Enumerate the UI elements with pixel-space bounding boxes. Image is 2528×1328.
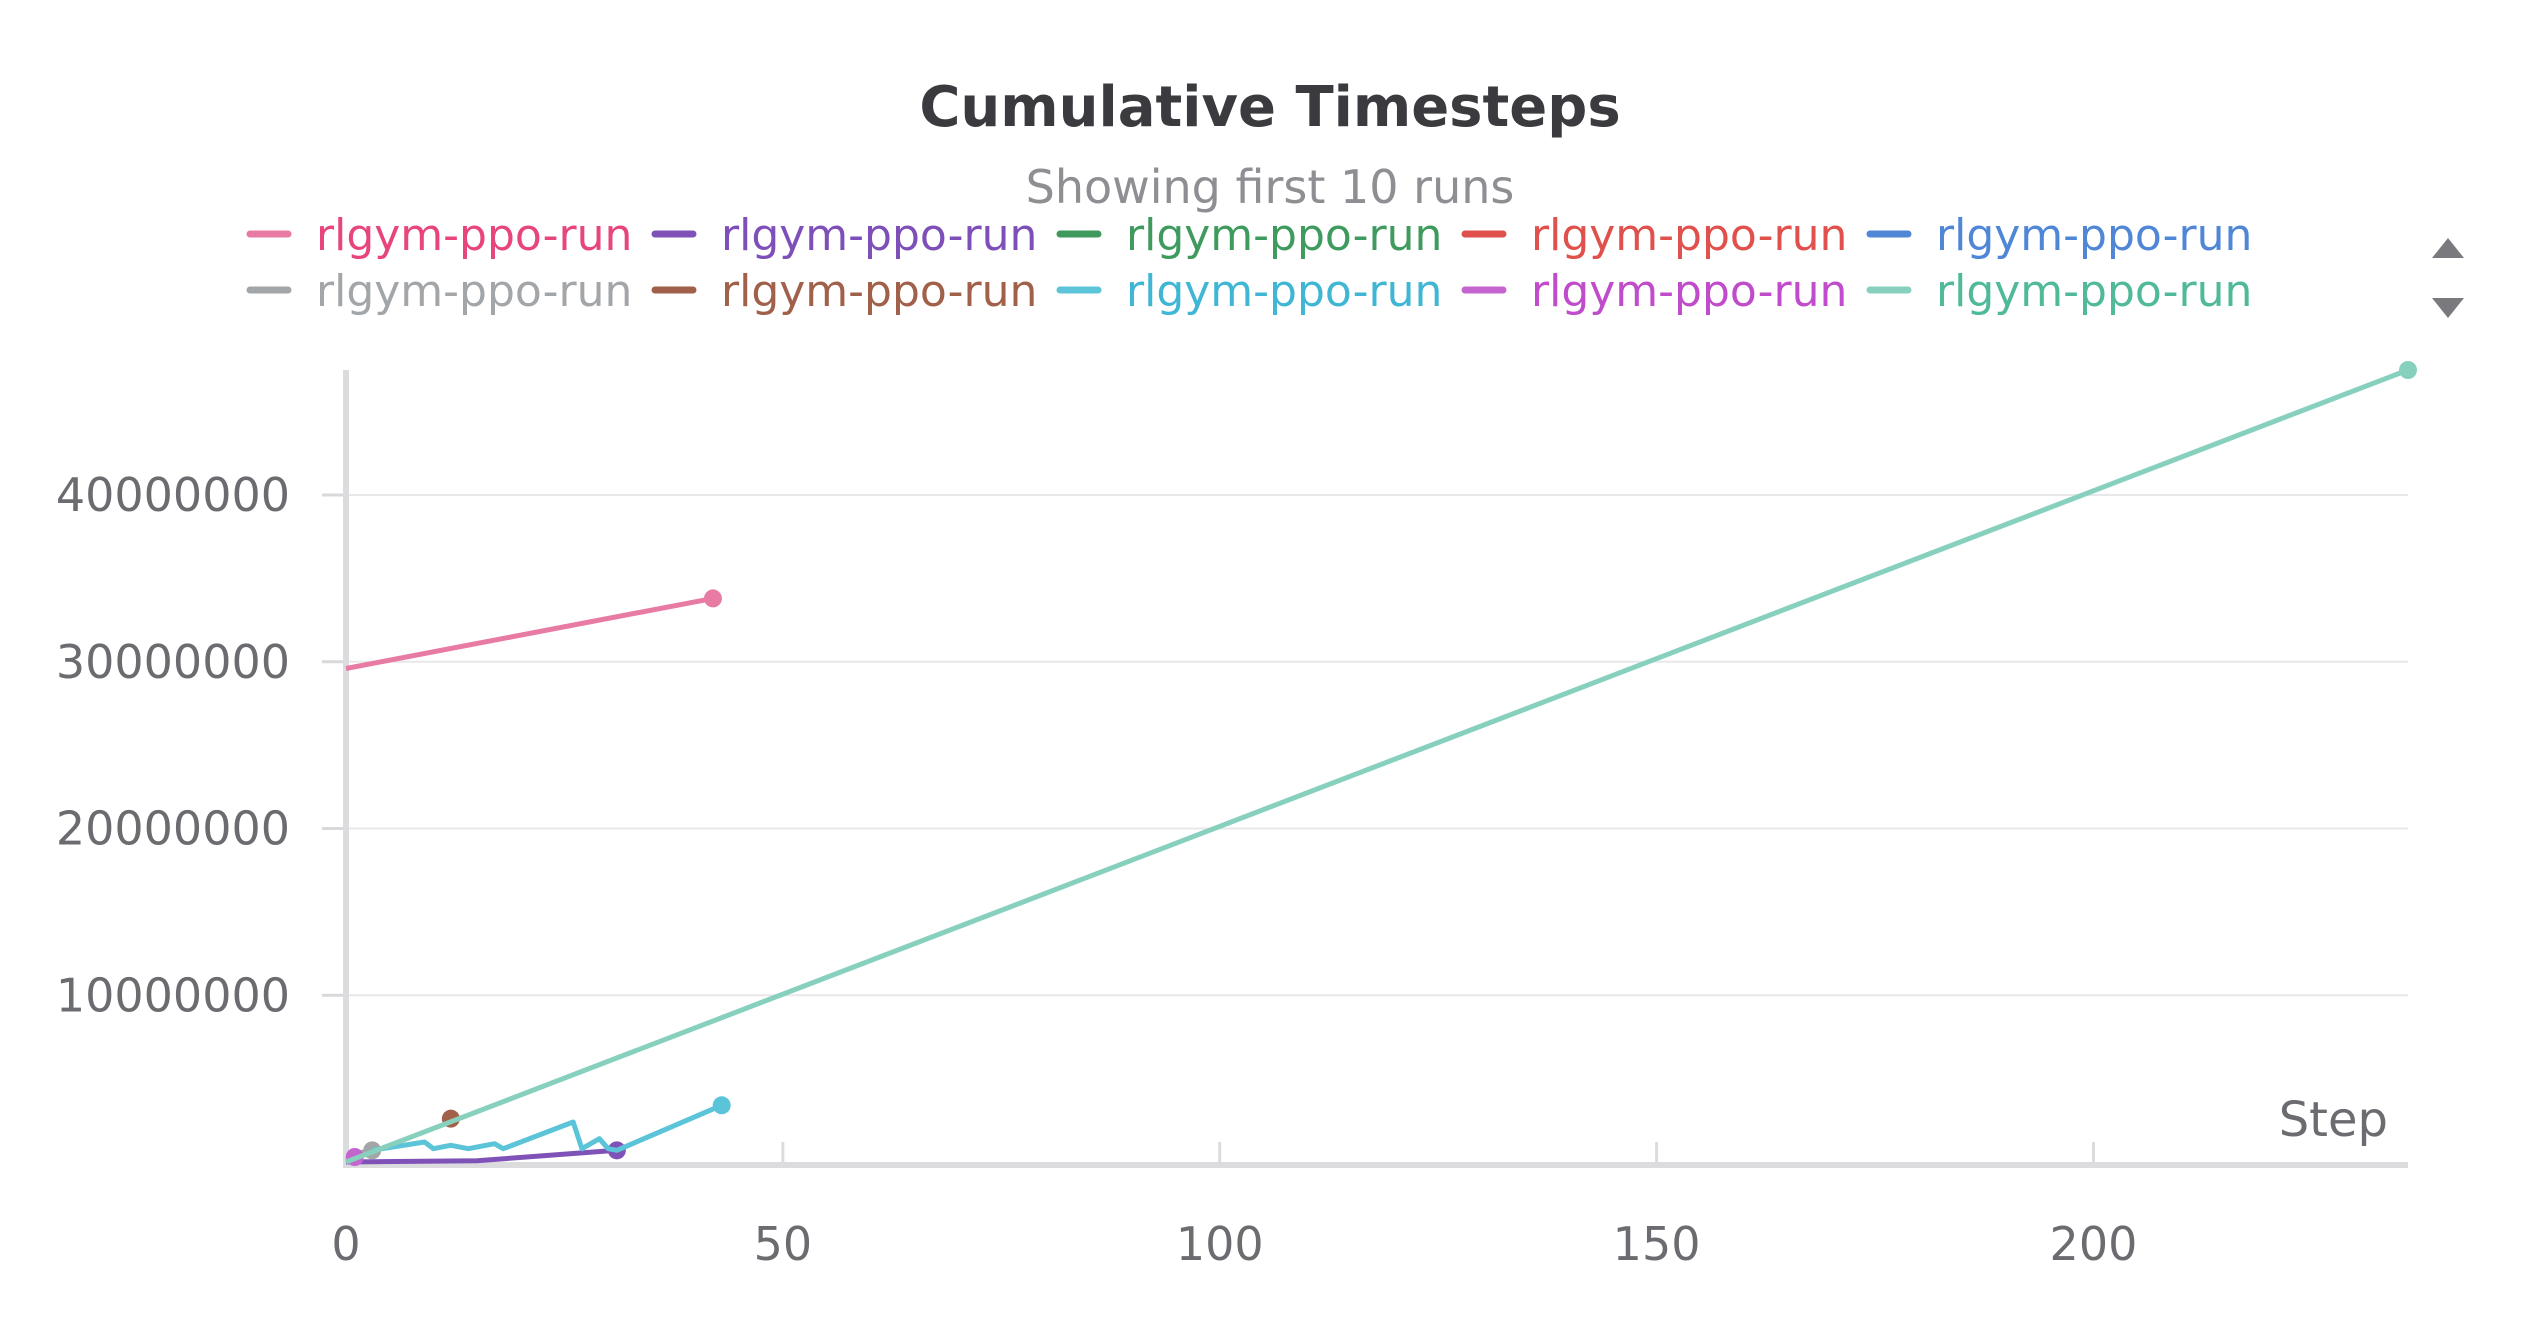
- x-axis-label: Step: [2279, 1092, 2388, 1148]
- legend-item[interactable]: rlgym-ppo-run: [1866, 210, 2252, 261]
- series-line: [345, 367, 2409, 1165]
- x-tick-label: 200: [2050, 1217, 2138, 1271]
- y-tick-label: 40000000: [56, 468, 290, 522]
- legend-label: rlgym-ppo-run: [721, 210, 1037, 261]
- legend-scroll-down-button[interactable]: [2418, 286, 2478, 336]
- legend-item[interactable]: rlgym-ppo-run: [651, 266, 1037, 317]
- legend-label: rlgym-ppo-run: [1126, 210, 1442, 261]
- series-layer: [345, 361, 2417, 1166]
- legend-label: rlgym-ppo-run: [1126, 266, 1442, 317]
- legend-label: rlgym-ppo-run: [721, 266, 1037, 317]
- series-end-point: [703, 589, 722, 608]
- y-tick-label: 10000000: [56, 968, 290, 1022]
- chart-subtitle: Showing first 10 runs: [1026, 160, 1515, 214]
- y-tick-label: 30000000: [56, 635, 290, 689]
- legend: rlgym-ppo-run rlgym-ppo-run rlgym-ppo-run r…: [246, 210, 2252, 317]
- series-line: [345, 595, 714, 671]
- y-tick-label: 20000000: [56, 802, 290, 856]
- legend-item[interactable]: rlgym-ppo-run: [1056, 266, 1442, 317]
- caret-down-icon: [2432, 298, 2464, 318]
- legend-item[interactable]: rlgym-ppo-run: [1461, 210, 1847, 261]
- series-line: [371, 1103, 723, 1153]
- chart-title: Cumulative Timesteps: [919, 75, 1620, 140]
- legend-item[interactable]: rlgym-ppo-run: [1461, 266, 1847, 317]
- legend-label: rlgym-ppo-run: [316, 210, 632, 261]
- legend-label: rlgym-ppo-run: [316, 266, 632, 317]
- legend-scroll-up-button[interactable]: [2418, 226, 2478, 276]
- x-tick-label: 50: [754, 1217, 813, 1271]
- legend-label: rlgym-ppo-run: [1531, 266, 1847, 317]
- series-line: [345, 1147, 618, 1165]
- legend-item[interactable]: rlgym-ppo-run: [1866, 266, 2252, 317]
- x-tick-label: 100: [1176, 1217, 1264, 1271]
- legend-item[interactable]: rlgym-ppo-run: [246, 266, 632, 317]
- legend-item[interactable]: rlgym-ppo-run: [1056, 210, 1442, 261]
- caret-up-icon: [2432, 238, 2464, 258]
- series-end-point: [712, 1096, 731, 1115]
- grid: 10000000 20000000 30000000 40000000: [56, 468, 2408, 1022]
- series-end-point: [2399, 361, 2417, 379]
- axes: 0 50 100 150 200: [331, 370, 2408, 1271]
- legend-label: rlgym-ppo-run: [1936, 210, 2252, 261]
- x-tick-label: 0: [331, 1217, 360, 1271]
- legend-item[interactable]: rlgym-ppo-run: [246, 210, 632, 261]
- x-tick-label: 150: [1613, 1217, 1701, 1271]
- legend-label: rlgym-ppo-run: [1936, 266, 2252, 317]
- legend-label: rlgym-ppo-run: [1531, 210, 1847, 261]
- legend-item[interactable]: rlgym-ppo-run: [651, 210, 1037, 261]
